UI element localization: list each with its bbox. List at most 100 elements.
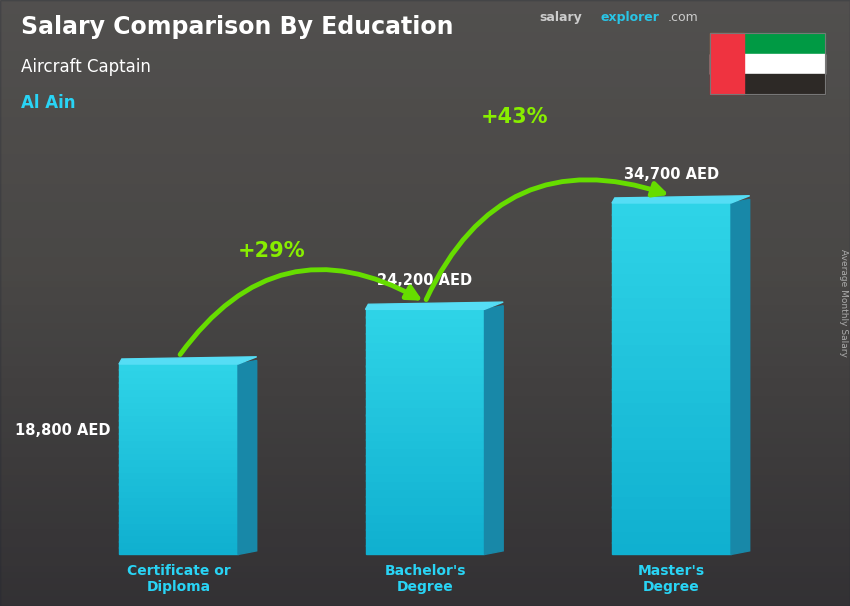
Bar <box>366 496 484 505</box>
Bar <box>0 573 850 582</box>
Bar <box>366 324 484 334</box>
Bar <box>0 451 850 461</box>
Bar <box>0 185 850 194</box>
Bar <box>0 239 850 248</box>
Bar <box>119 376 238 383</box>
Bar <box>0 324 850 333</box>
Bar <box>612 378 731 390</box>
Bar <box>366 537 484 547</box>
Bar <box>0 409 850 418</box>
Bar <box>612 401 731 414</box>
Bar <box>0 385 850 394</box>
Bar <box>0 221 850 230</box>
Bar <box>119 433 238 440</box>
Polygon shape <box>238 361 257 554</box>
Bar <box>612 296 731 308</box>
Bar <box>0 482 850 491</box>
Bar <box>0 512 850 521</box>
Text: +43%: +43% <box>480 107 548 127</box>
Bar <box>612 354 731 367</box>
Bar <box>0 288 850 297</box>
Bar <box>0 227 850 236</box>
Bar <box>119 496 238 504</box>
Bar <box>612 319 731 332</box>
Bar <box>0 427 850 436</box>
Bar <box>0 197 850 206</box>
Bar <box>612 272 731 285</box>
Bar <box>366 455 484 465</box>
Polygon shape <box>731 199 750 554</box>
Bar <box>612 459 731 473</box>
Bar <box>119 502 238 510</box>
Bar <box>119 490 238 498</box>
Polygon shape <box>612 196 750 203</box>
Bar <box>0 421 850 430</box>
Bar <box>0 542 850 551</box>
Bar <box>366 382 484 391</box>
Bar <box>0 348 850 358</box>
Bar <box>612 389 731 402</box>
Bar <box>0 215 850 224</box>
Bar <box>612 225 731 238</box>
Bar <box>0 161 850 170</box>
Bar <box>119 477 238 485</box>
Bar <box>119 420 238 428</box>
Bar <box>0 415 850 424</box>
Bar <box>0 312 850 321</box>
Bar <box>0 3 850 12</box>
Bar <box>612 342 731 355</box>
Bar <box>119 451 238 459</box>
Bar <box>0 391 850 400</box>
Bar <box>0 70 850 79</box>
Bar <box>366 529 484 538</box>
Bar <box>366 447 484 456</box>
Bar <box>0 494 850 503</box>
Bar <box>0 9 850 18</box>
Bar <box>0 470 850 479</box>
Bar <box>0 209 850 218</box>
Bar <box>366 398 484 407</box>
Bar <box>0 112 850 121</box>
FancyArrowPatch shape <box>426 180 664 299</box>
Bar <box>119 395 238 402</box>
Bar <box>366 422 484 432</box>
Bar <box>366 406 484 416</box>
Bar <box>0 27 850 36</box>
Bar <box>366 316 484 325</box>
Text: 24,200 AED: 24,200 AED <box>377 273 473 288</box>
Bar <box>710 74 824 94</box>
Bar <box>0 458 850 467</box>
Bar <box>612 284 731 297</box>
Bar <box>0 524 850 533</box>
Bar <box>0 342 850 351</box>
Bar <box>0 276 850 285</box>
Bar <box>0 518 850 527</box>
Bar <box>0 361 850 370</box>
Bar <box>0 403 850 412</box>
Bar <box>612 202 731 215</box>
Bar <box>0 548 850 558</box>
Text: .com: .com <box>667 11 698 24</box>
Bar <box>119 484 238 491</box>
Bar <box>0 306 850 315</box>
Bar <box>0 439 850 448</box>
Bar <box>0 245 850 255</box>
Bar <box>0 118 850 127</box>
Bar <box>612 331 731 344</box>
Bar <box>0 476 850 485</box>
Text: Al Ain: Al Ain <box>21 94 76 112</box>
Bar <box>0 155 850 164</box>
Bar <box>0 355 850 364</box>
Bar <box>0 367 850 376</box>
Bar <box>0 530 850 539</box>
Bar <box>0 488 850 497</box>
Bar <box>119 427 238 434</box>
Bar <box>366 439 484 448</box>
Bar <box>119 515 238 523</box>
Text: Certificate or
Diploma: Certificate or Diploma <box>127 564 230 594</box>
Bar <box>0 591 850 600</box>
Bar <box>119 458 238 465</box>
Bar <box>0 397 850 406</box>
Bar <box>366 521 484 530</box>
Bar <box>0 39 850 48</box>
